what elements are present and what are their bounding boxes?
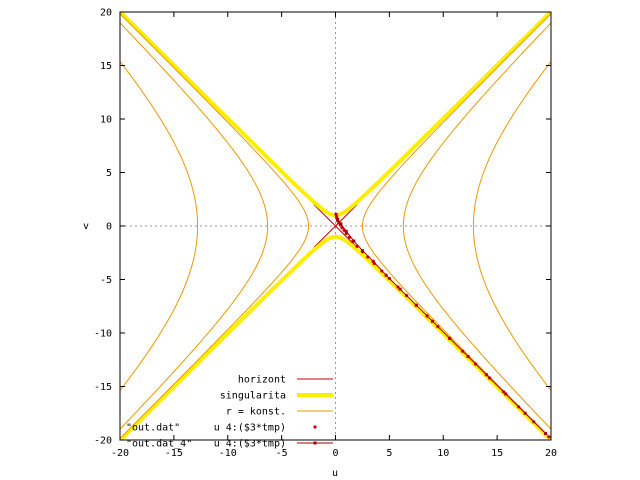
x-tick-label: 0: [332, 448, 338, 459]
y-tick-label: -20: [94, 436, 112, 447]
series-group: [120, 12, 551, 440]
r-konst-curve: [361, 12, 551, 440]
out-dat-4-point: [398, 287, 402, 291]
out-dat-4-point: [414, 303, 418, 307]
r-konst-curve: [120, 12, 310, 440]
legend-label: r = konst.: [226, 407, 286, 418]
tick-labels: -20 -15 -10 -5 0 5 10 15 20 -20 -15 -10 -5 0 5 10 15 20: [94, 8, 557, 460]
x-tick-label: -5: [276, 448, 288, 459]
x-tick-label: -20: [111, 448, 129, 459]
x-axis-label: u: [332, 468, 338, 479]
out-dat-4-point: [430, 319, 434, 323]
r-konst-curve: [402, 22, 551, 430]
legend-label: u 4:($3*tmp): [214, 439, 286, 450]
x-tick-label: 10: [437, 448, 449, 459]
y-tick-label: -5: [100, 275, 112, 286]
horizont-line: [313, 204, 358, 248]
ticks: [119, 11, 552, 441]
out-dat-4-point: [484, 373, 488, 377]
y-tick-label: -15: [94, 382, 112, 393]
y-tick-label: 10: [100, 115, 112, 126]
out-dat-4-point: [448, 336, 452, 340]
legend-prefix: "out.dat_4": [126, 439, 192, 450]
r-konst-curve: [472, 60, 551, 392]
legend-swatch: [313, 425, 317, 429]
y-tick-label: 0: [106, 222, 112, 233]
y-tick-label: 20: [100, 8, 112, 19]
y-tick-label: -10: [94, 329, 112, 340]
legend-swatch-point: [313, 441, 317, 445]
legend-prefix: "out.dat": [126, 423, 180, 434]
out-dat-4-point: [523, 411, 527, 415]
r-konst-curve: [120, 60, 199, 392]
out-dat-4-point: [339, 222, 343, 226]
out-dat-4-point: [360, 249, 364, 253]
out-dat-4-point: [371, 259, 375, 263]
out-dat-4-point: [466, 355, 470, 359]
r-konst-curve: [120, 22, 269, 430]
x-tick-label: -10: [219, 448, 237, 459]
legend-label: singularita: [220, 391, 286, 402]
out-dat-4-point: [344, 229, 348, 233]
legend: horizont singularita r = konst. "out.dat" u …: [126, 375, 333, 450]
x-tick-label: -15: [165, 448, 183, 459]
out-dat-4-point: [504, 392, 508, 396]
out-dat-4-point: [352, 239, 356, 243]
out-dat-point: [547, 435, 551, 439]
x-tick-label: 5: [386, 448, 392, 459]
x-tick-label: 20: [545, 448, 557, 459]
x-tick-label: 15: [491, 448, 503, 459]
out-dat-4-point: [544, 432, 548, 436]
plot-series: [120, 12, 551, 440]
out-dat-4-point: [384, 273, 388, 277]
legend-label: horizont: [238, 375, 286, 386]
y-axis-label: v: [83, 221, 89, 232]
y-tick-label: 15: [100, 61, 112, 72]
y-tick-label: 5: [106, 168, 112, 179]
legend-label: u 4:($3*tmp): [214, 423, 286, 434]
out-dat-4-line: [337, 219, 546, 434]
out-dat-4-point: [336, 218, 340, 222]
